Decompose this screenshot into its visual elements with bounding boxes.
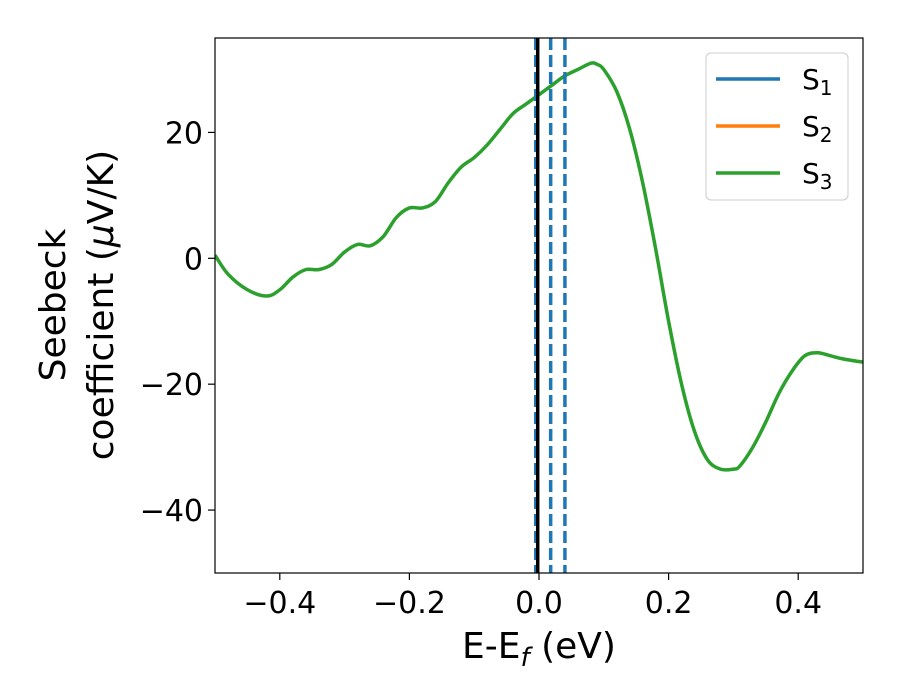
x-tick-label: 0.4 xyxy=(774,586,822,621)
x-tick-label: 0.2 xyxy=(645,586,693,621)
y-axis-ticks: 20 0 −20 −40 xyxy=(140,116,215,529)
x-tick-label: −0.2 xyxy=(373,586,446,621)
seebeck-curve xyxy=(215,61,863,472)
y-tick-label: 20 xyxy=(165,116,203,151)
y-tick-label: −20 xyxy=(140,368,203,403)
legend-label-3: S3 xyxy=(802,157,833,194)
x-axis-label: E-Ef (eV) xyxy=(462,626,616,673)
x-tick-label: 0.0 xyxy=(515,586,563,621)
y-axis-label-line1: Seebeck xyxy=(33,228,74,381)
legend-label-2: S2 xyxy=(802,110,833,147)
x-tick-label: −0.4 xyxy=(243,586,316,621)
x-axis-ticks: −0.4 −0.2 0.0 0.2 0.4 xyxy=(243,573,822,621)
y-tick-label: 0 xyxy=(184,242,203,277)
y-axis-label: Seebeck coefficient (μV/K) xyxy=(33,150,122,460)
legend: S1 S2 S3 xyxy=(705,52,849,201)
y-axis-label-line2: coefficient (μV/K) xyxy=(81,150,122,460)
y-tick-label: −40 xyxy=(140,494,203,529)
legend-label-1: S1 xyxy=(802,63,833,100)
plot-marks xyxy=(215,38,863,573)
